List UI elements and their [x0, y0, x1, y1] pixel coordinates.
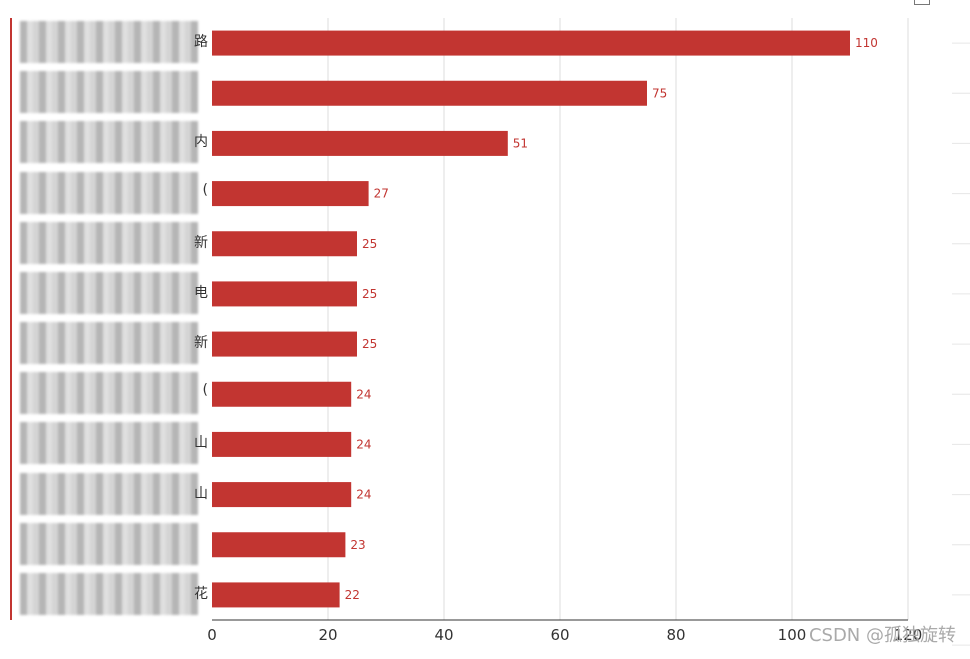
bar-data-label: 25	[362, 237, 377, 251]
category-label-obscured	[20, 71, 198, 114]
x-tick-label: 100	[778, 626, 807, 644]
category-label-obscured	[20, 221, 198, 264]
x-tick-label: 120	[894, 626, 923, 644]
bar-data-label: 22	[345, 588, 360, 602]
bar-data-label: 110	[855, 36, 878, 50]
category-label-obscured	[20, 271, 198, 314]
bar	[212, 181, 369, 207]
bar	[212, 30, 850, 56]
category-label-tail: 电	[194, 284, 208, 301]
x-tick-label: 20	[318, 626, 337, 644]
bar	[212, 431, 352, 457]
bar-data-label: 24	[356, 488, 371, 502]
bar-data-label: 25	[362, 287, 377, 301]
bar	[212, 582, 340, 608]
category-label-tail: 花	[194, 585, 208, 602]
bar-data-label: 24	[356, 437, 371, 451]
bar-data-label: 23	[350, 538, 365, 552]
category-label-tail: 新	[194, 234, 208, 251]
bar	[212, 231, 357, 257]
x-tick-label: 0	[207, 626, 217, 644]
watermark: CSDN @孤独旋转	[808, 625, 956, 646]
category-label-tail: 山	[194, 435, 208, 452]
x-tick-label: 80	[666, 626, 685, 644]
save-image-icon[interactable]	[914, 0, 930, 5]
category-label-tail: 内	[194, 134, 208, 151]
category-label-tail: 山	[194, 485, 208, 502]
bar-data-label: 25	[362, 337, 377, 351]
category-label-obscured	[20, 171, 198, 214]
x-tick-label: 40	[434, 626, 453, 644]
category-label-tail: (	[202, 382, 208, 399]
category-label-obscured	[20, 572, 198, 615]
bar-data-label: 75	[652, 86, 667, 100]
bar-data-label: 24	[356, 387, 371, 401]
category-label-obscured	[20, 121, 198, 164]
bar	[212, 80, 647, 106]
bar	[212, 130, 508, 156]
category-label-tail: (	[202, 181, 208, 198]
category-label-tail: 新	[194, 335, 208, 352]
bar-data-label: 51	[513, 136, 528, 150]
category-label-obscured	[20, 322, 198, 365]
category-label-tail: 路	[194, 34, 208, 51]
category-label-obscured	[20, 422, 198, 465]
category-label-obscured	[20, 522, 198, 565]
x-tick-label: 60	[550, 626, 569, 644]
bar	[212, 532, 346, 558]
bar-data-label: 27	[374, 187, 389, 201]
bar	[212, 281, 357, 307]
bar	[212, 482, 352, 508]
category-label-obscured	[20, 372, 198, 415]
category-label-obscured	[20, 21, 198, 64]
bar	[212, 331, 357, 357]
category-label-obscured	[20, 472, 198, 515]
bar	[212, 381, 352, 407]
